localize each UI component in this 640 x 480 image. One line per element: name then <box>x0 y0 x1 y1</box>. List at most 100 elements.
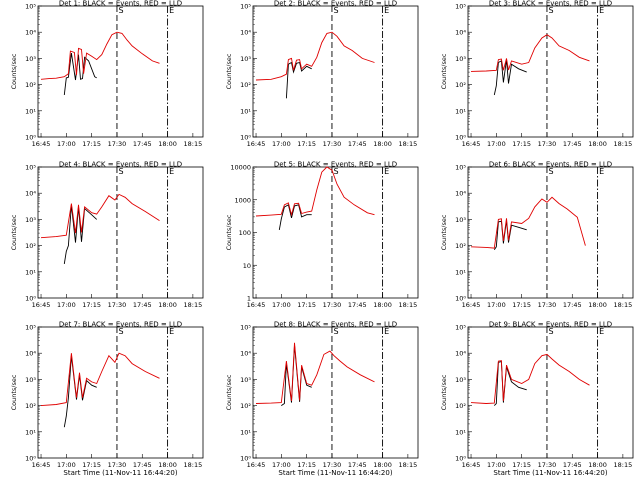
y-tick-label: 10⁰ <box>240 134 251 142</box>
y-tick-label: 10⁰ <box>455 134 466 142</box>
x-tick-label: 18:00 <box>158 461 177 469</box>
x-tick-label: 17:00 <box>57 461 76 469</box>
x-tick-label: 17:15 <box>512 301 531 309</box>
plot-frame <box>37 326 204 459</box>
x-tick-label: 17:00 <box>57 140 76 148</box>
panel-title: Det 1: BLACK = Events, RED = LLD <box>59 0 182 8</box>
y-tick-label: 10² <box>455 402 466 410</box>
y-tick-label: 10⁰ <box>455 455 466 463</box>
marker-label-S: S <box>333 327 338 336</box>
series-events-line <box>493 220 527 250</box>
x-tick-label: 18:15 <box>614 461 633 469</box>
panel-title: Det 8: BLACK = Events, RED = LLD <box>274 321 397 329</box>
panel-det-2: Det 2: BLACK = Events, RED = LLD 10⁰ 10¹ 10… <box>225 0 419 148</box>
y-axis-label: Counts/sec <box>10 374 18 410</box>
x-tick-label: 17:45 <box>348 140 367 148</box>
y-tick-label: 10³ <box>455 216 466 224</box>
marker-label-E: E <box>384 327 389 336</box>
series-lld-line <box>255 31 375 81</box>
y-tick-label: 10 <box>243 262 251 270</box>
x-tick-label: 17:45 <box>133 301 152 309</box>
y-tick-label: 10⁵ <box>240 3 251 11</box>
x-tick-label: 16:45 <box>32 140 51 148</box>
marker-label-S: S <box>548 327 553 336</box>
x-tick-label: 17:00 <box>487 140 506 148</box>
y-tick-label: 10⁴ <box>240 29 251 37</box>
x-tick-label: 17:30 <box>323 140 342 148</box>
y-tick-label: 10⁴ <box>25 190 36 198</box>
y-axis-label: Counts/sec <box>440 53 448 89</box>
marker-label-E: E <box>599 167 604 176</box>
y-tick-label: 10⁴ <box>455 190 466 198</box>
x-axis-label: Start Time (11-Nov-11 16:44:20) <box>493 469 607 477</box>
x-tick-label: 17:45 <box>133 461 152 469</box>
plot-frame <box>252 326 419 459</box>
x-tick-label: 18:00 <box>158 140 177 148</box>
plot-frame <box>37 5 204 138</box>
x-tick-label: 17:15 <box>82 140 101 148</box>
x-tick-label: 16:45 <box>32 301 51 309</box>
y-tick-label: 10⁵ <box>455 164 466 172</box>
series-events-line <box>63 53 97 96</box>
series-events-line <box>63 205 98 264</box>
x-tick-label: 18:00 <box>373 461 392 469</box>
y-tick-label: 10³ <box>25 376 36 384</box>
x-tick-label: 17:30 <box>538 301 557 309</box>
x-tick-label: 18:00 <box>588 301 607 309</box>
y-tick-label: 10² <box>240 402 251 410</box>
x-tick-label: 18:15 <box>184 301 203 309</box>
series-lld-line <box>255 166 375 217</box>
y-tick-label: 10³ <box>455 376 466 384</box>
plot-frame <box>252 5 419 138</box>
x-tick-label: 18:00 <box>588 461 607 469</box>
panel-title: Det 3: BLACK = Events, RED = LLD <box>489 0 612 8</box>
y-axis-label: Counts/sec <box>440 214 448 250</box>
panel-title: Det 7: BLACK = Events, RED = LLD <box>59 321 182 329</box>
marker-label-S: S <box>333 6 338 15</box>
x-tick-label: 16:45 <box>32 461 51 469</box>
x-tick-label: 18:15 <box>184 140 203 148</box>
plot-frame <box>252 166 419 299</box>
y-tick-label: 10¹ <box>240 428 251 436</box>
x-axis-label: Start Time (11-Nov-11 16:44:20) <box>278 469 392 477</box>
y-tick-label: 10² <box>240 81 251 89</box>
y-tick-label: 100 <box>239 229 251 237</box>
x-tick-label: 16:45 <box>462 301 481 309</box>
y-axis-label: Counts/sec <box>440 374 448 410</box>
marker-label-E: E <box>169 327 174 336</box>
x-tick-label: 17:30 <box>323 461 342 469</box>
x-tick-label: 17:45 <box>563 301 582 309</box>
y-tick-label: 10¹ <box>240 107 251 115</box>
panel-title: Det 6: BLACK = Events, RED = LLD <box>489 161 612 169</box>
x-tick-label: 17:00 <box>272 461 291 469</box>
x-tick-label: 17:30 <box>538 461 557 469</box>
panel-title: Det 4: BLACK = Events, RED = LLD <box>59 161 182 169</box>
panel-title: Det 5: BLACK = Events, RED = LLD <box>274 161 397 169</box>
x-axis-label: Start Time (11-Nov-11 16:44:20) <box>63 469 177 477</box>
x-tick-label: 16:45 <box>247 301 266 309</box>
marker-label-S: S <box>333 167 338 176</box>
y-axis-label: Counts/sec <box>10 53 18 89</box>
x-tick-label: 17:00 <box>272 140 291 148</box>
x-tick-label: 17:45 <box>563 461 582 469</box>
series-lld-line <box>255 342 375 404</box>
series-events-line <box>493 361 527 406</box>
x-tick-label: 18:00 <box>373 140 392 148</box>
series-lld-line <box>470 353 590 404</box>
x-tick-label: 18:15 <box>184 461 203 469</box>
y-tick-label: 10² <box>25 81 36 89</box>
x-tick-label: 17:30 <box>538 140 557 148</box>
y-tick-label: 10² <box>25 242 36 250</box>
y-tick-label: 10¹ <box>455 428 466 436</box>
y-tick-label: 1000 <box>234 196 251 204</box>
y-tick-label: 10² <box>455 242 466 250</box>
x-tick-label: 18:15 <box>399 301 418 309</box>
marker-label-E: E <box>169 167 174 176</box>
x-tick-label: 18:15 <box>399 140 418 148</box>
series-lld-line <box>40 31 160 80</box>
marker-label-S: S <box>118 167 123 176</box>
y-tick-label: 10¹ <box>25 268 36 276</box>
plot-frame <box>467 5 634 138</box>
y-tick-label: 10⁰ <box>455 295 466 303</box>
